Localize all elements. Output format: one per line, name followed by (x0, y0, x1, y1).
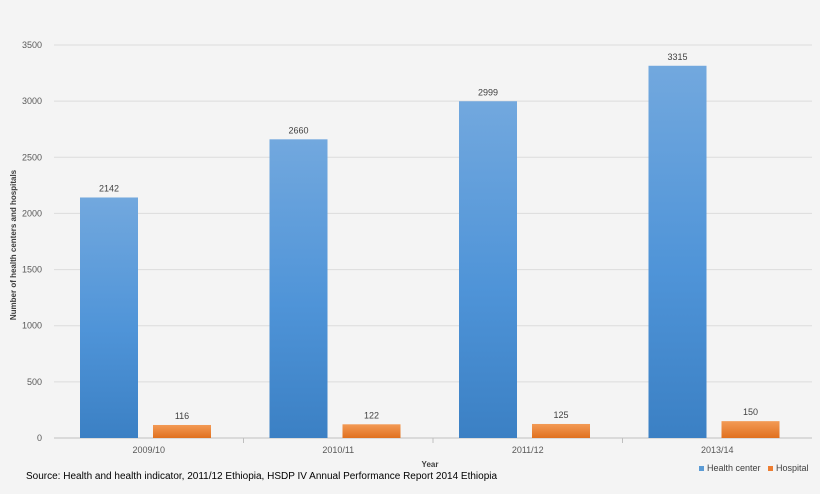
x-tick-label: 2010/11 (322, 445, 354, 455)
y-tick-label: 1500 (22, 265, 42, 275)
y-tick-label: 2500 (22, 152, 42, 162)
bar-hospital (721, 421, 780, 438)
y-tick-label: 3000 (22, 96, 42, 106)
bar-hospital (532, 423, 590, 438)
data-label: 2142 (99, 183, 119, 193)
y-tick-label: 3500 (22, 40, 42, 50)
data-labels: 2142 116 2660 122 2999 125 3315 150 (99, 52, 758, 421)
legend-label: Health center (707, 463, 761, 473)
y-axis-title: Number of health centers and hospitals (9, 169, 18, 320)
x-tick-label: 2009/10 (132, 445, 165, 455)
x-axis-title: Year (422, 460, 439, 469)
bar-health-center (459, 101, 517, 439)
data-label: 3315 (667, 52, 687, 62)
bars (80, 65, 780, 439)
y-tick-label: 0 (37, 433, 42, 443)
data-label: 150 (743, 407, 758, 417)
y-tick-label: 500 (27, 377, 42, 387)
data-label: 125 (553, 410, 568, 420)
data-label: 2999 (478, 87, 498, 97)
data-label: 122 (364, 410, 379, 420)
x-tick-label: 2011/12 (512, 445, 544, 455)
legend-swatch-health-center (699, 466, 704, 471)
bar-health-center (648, 65, 707, 438)
legend: Health center Hospital (699, 463, 809, 473)
data-label: 2660 (288, 125, 308, 135)
x-axis-ticks: 2009/10 2010/11 2011/12 2013/14 (132, 438, 734, 455)
legend-label: Hospital (776, 463, 809, 473)
source-note: Source: Health and health indicator, 201… (26, 471, 498, 482)
legend-swatch-hospital (768, 466, 773, 471)
bar-health-center (269, 139, 328, 438)
y-tick-label: 1000 (22, 321, 42, 331)
bar-health-center (80, 197, 138, 438)
bar-hospital (153, 424, 211, 438)
y-axis-ticks: 0 500 1000 1500 2000 2500 3000 3500 (22, 40, 42, 443)
y-tick-label: 2000 (22, 208, 42, 218)
bar-hospital (342, 424, 401, 438)
gridlines (54, 44, 812, 439)
x-tick-label: 2013/14 (701, 445, 734, 455)
data-label: 116 (175, 411, 189, 421)
